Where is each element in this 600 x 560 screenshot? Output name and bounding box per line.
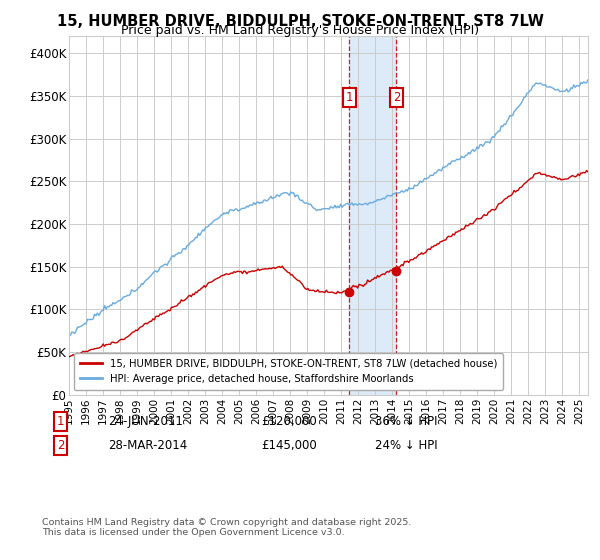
Text: 24% ↓ HPI: 24% ↓ HPI (375, 438, 437, 452)
Text: Contains HM Land Registry data © Crown copyright and database right 2025.
This d: Contains HM Land Registry data © Crown c… (42, 518, 412, 538)
Text: £120,000: £120,000 (261, 415, 317, 428)
Text: 1: 1 (346, 91, 353, 104)
Text: 15, HUMBER DRIVE, BIDDULPH, STOKE-ON-TRENT, ST8 7LW: 15, HUMBER DRIVE, BIDDULPH, STOKE-ON-TRE… (56, 14, 544, 29)
Text: 28-MAR-2014: 28-MAR-2014 (108, 438, 187, 452)
Text: £145,000: £145,000 (261, 438, 317, 452)
Text: 24-JUN-2011: 24-JUN-2011 (108, 415, 183, 428)
Text: 2: 2 (57, 438, 65, 452)
Text: 2: 2 (392, 91, 400, 104)
Legend: 15, HUMBER DRIVE, BIDDULPH, STOKE-ON-TRENT, ST8 7LW (detached house), HPI: Avera: 15, HUMBER DRIVE, BIDDULPH, STOKE-ON-TRE… (74, 353, 503, 390)
Text: 1: 1 (57, 415, 65, 428)
Text: 36% ↓ HPI: 36% ↓ HPI (375, 415, 437, 428)
Bar (349, 36, 397, 395)
Text: Price paid vs. HM Land Registry's House Price Index (HPI): Price paid vs. HM Land Registry's House … (121, 24, 479, 37)
